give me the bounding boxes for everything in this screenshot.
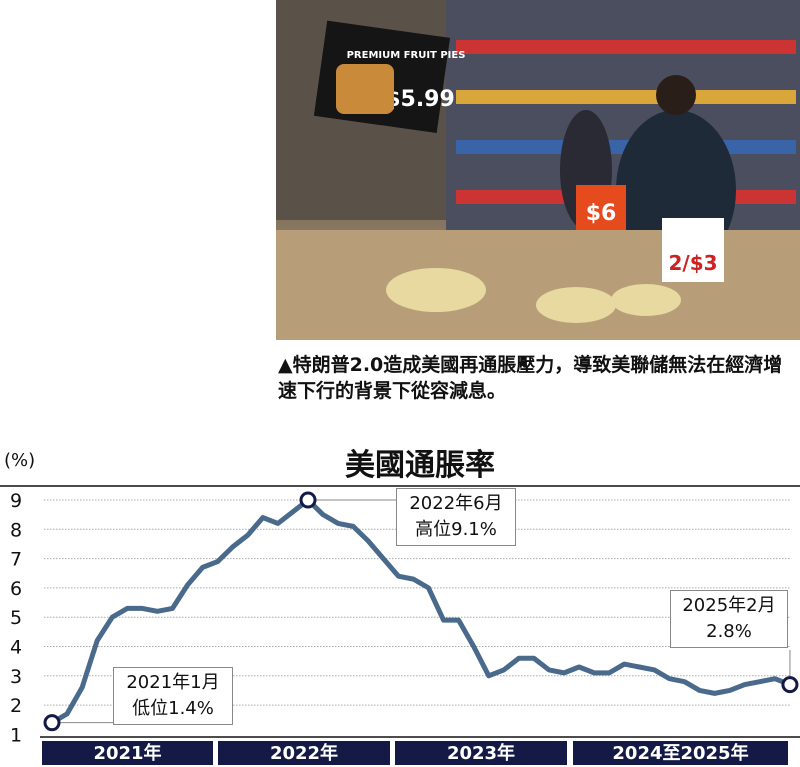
photo-caption: ▲特朗普2.0造成美國再通脹壓力，導致美聯儲無法在經濟增速下行的背景下從容減息。 xyxy=(278,354,783,402)
annotation-text: 2025年2月 xyxy=(682,595,776,616)
y-tick-label: 9 xyxy=(10,490,22,512)
y-tick-label: 4 xyxy=(10,637,22,659)
annotation-marker xyxy=(299,491,317,509)
x-group-label: 2021年 xyxy=(42,741,213,765)
annotation-marker xyxy=(781,676,799,694)
x-group-label: 2023年 xyxy=(395,741,567,765)
y-tick-label: 7 xyxy=(10,549,22,571)
sign-price: $5.99 xyxy=(385,87,455,112)
annotation-text: 2.8% xyxy=(706,621,752,642)
price-tag-2-for-3: 2/$3 xyxy=(668,251,717,275)
y-tick-label: 5 xyxy=(10,607,22,629)
annotation-text: 高位9.1% xyxy=(415,519,497,540)
annotation-box: 2025年2月 2.8% xyxy=(670,590,788,648)
annotation-box: 2022年6月 高位9.1% xyxy=(396,488,516,546)
price-tag-6: $6 xyxy=(586,201,617,226)
annotation-text: 2021年1月 xyxy=(126,672,220,693)
annotation-box: 2021年1月 低位1.4% xyxy=(113,667,233,725)
y-tick-label: 1 xyxy=(10,724,22,746)
x-group-label: 2022年 xyxy=(218,741,390,765)
annotation-marker xyxy=(43,714,61,732)
x-group-label: 2024至2025年 xyxy=(573,741,788,765)
annotation-text: 低位1.4% xyxy=(132,698,214,719)
y-tick-label: 3 xyxy=(10,666,22,688)
y-tick-label: 8 xyxy=(10,519,22,541)
photo-illustration: PREMIUM FRUIT PIES $5.99 $6 2/$3 xyxy=(276,0,800,340)
chart-title: 美國通脹率 xyxy=(345,448,495,483)
supermarket-photo: PREMIUM FRUIT PIES $5.99 $6 2/$3 xyxy=(276,0,800,340)
annotation-text: 2022年6月 xyxy=(409,493,503,514)
y-tick-label: 6 xyxy=(10,578,22,600)
y-axis-unit: (%) xyxy=(4,450,36,471)
sign-title: PREMIUM FRUIT PIES xyxy=(347,50,466,61)
y-tick-label: 2 xyxy=(10,695,22,717)
inflation-line xyxy=(50,497,791,725)
